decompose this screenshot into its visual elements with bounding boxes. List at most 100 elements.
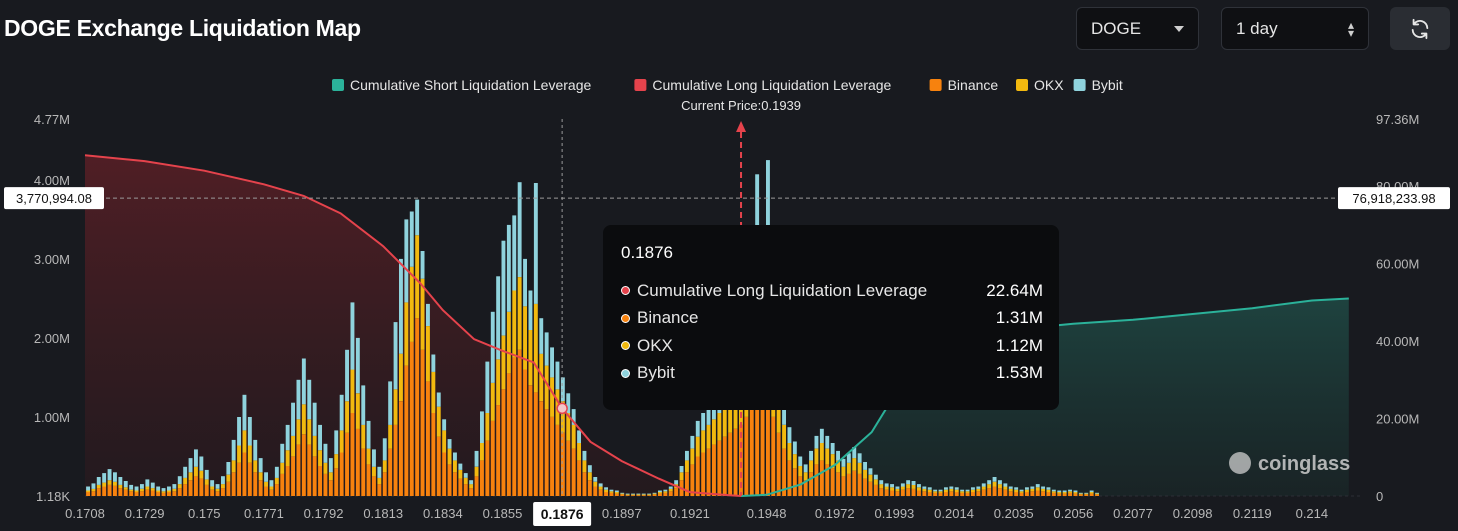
bar-bybit bbox=[415, 199, 420, 236]
bar-okx bbox=[987, 484, 992, 489]
bar-bybit bbox=[350, 302, 355, 370]
bar-binance bbox=[971, 492, 975, 496]
bar-binance bbox=[571, 448, 576, 496]
bar-okx bbox=[323, 462, 328, 474]
bar-okx bbox=[161, 491, 166, 493]
bar-bybit bbox=[852, 447, 857, 459]
bar-bybit bbox=[528, 290, 533, 330]
bar-bybit bbox=[555, 361, 560, 390]
bar-binance bbox=[566, 440, 571, 496]
x-axis-tick: 0.2014 bbox=[934, 506, 974, 521]
bar-bybit bbox=[922, 486, 927, 489]
bar-bybit bbox=[264, 472, 268, 482]
bar-binance bbox=[1030, 491, 1035, 496]
bar-binance bbox=[560, 432, 565, 496]
bar-bybit bbox=[156, 486, 161, 491]
bar-okx bbox=[1008, 488, 1013, 492]
crosshair-right-label-box bbox=[1338, 187, 1450, 210]
bar-okx bbox=[857, 462, 862, 474]
coin-select[interactable]: DOGE bbox=[1076, 7, 1199, 50]
legend-swatch bbox=[1073, 79, 1086, 91]
bar-bybit bbox=[204, 469, 209, 480]
long-cumulative-line bbox=[84, 154, 742, 497]
range-select[interactable]: 1 day ▴ ▾ bbox=[1221, 7, 1369, 50]
bar-binance bbox=[739, 424, 743, 496]
left-axis-tick: 3.00M bbox=[34, 252, 70, 267]
bar-binance bbox=[760, 393, 765, 496]
bar-binance bbox=[517, 349, 522, 496]
legend-label: Binance bbox=[948, 77, 999, 93]
bar-okx bbox=[690, 448, 695, 465]
bar-bybit bbox=[485, 361, 490, 413]
bar-bybit bbox=[366, 420, 371, 449]
bar-okx bbox=[1068, 491, 1072, 493]
bar-okx bbox=[544, 365, 549, 410]
bar-okx bbox=[927, 489, 932, 493]
crosshair-x-label-box bbox=[533, 502, 592, 526]
bar-bybit bbox=[830, 443, 835, 455]
bar-okx bbox=[1089, 492, 1094, 494]
bar-okx bbox=[949, 488, 954, 492]
bar-bybit bbox=[566, 393, 571, 414]
bar-bybit bbox=[960, 489, 965, 492]
bar-okx bbox=[150, 488, 155, 491]
bar-okx bbox=[911, 484, 916, 489]
legend-label: Cumulative Long Liquidation Leverage bbox=[652, 77, 891, 93]
bar-bybit bbox=[361, 385, 366, 425]
bar-okx bbox=[695, 436, 700, 457]
bar-okx bbox=[577, 443, 581, 461]
bar-bybit bbox=[809, 450, 813, 461]
bar-okx bbox=[480, 443, 484, 461]
bar-okx bbox=[809, 460, 813, 473]
bar-okx bbox=[1003, 486, 1008, 490]
page-title: DOGE Exchange Liquidation Map bbox=[4, 15, 361, 41]
bar-okx bbox=[830, 454, 835, 469]
bar-okx bbox=[566, 413, 571, 441]
bar-okx bbox=[447, 448, 452, 465]
bar-okx bbox=[825, 448, 830, 465]
bar-bybit bbox=[933, 489, 938, 492]
x-axis-tick: 0.1729 bbox=[125, 506, 165, 521]
bar-binance bbox=[900, 489, 905, 496]
bar-binance bbox=[145, 489, 150, 496]
bar-binance bbox=[1068, 492, 1072, 496]
current-price-arrow-icon bbox=[736, 121, 747, 132]
bar-binance bbox=[598, 489, 603, 496]
bar-bybit bbox=[1062, 490, 1067, 493]
x-axis-tick: 0.2056 bbox=[1053, 506, 1093, 521]
bar-bybit bbox=[846, 453, 851, 463]
bar-okx bbox=[258, 472, 263, 481]
bar-binance bbox=[933, 492, 938, 496]
refresh-button[interactable] bbox=[1390, 7, 1450, 50]
bar-okx bbox=[102, 482, 107, 487]
bar-binance bbox=[377, 484, 382, 496]
bar-bybit bbox=[1084, 492, 1089, 494]
bar-okx bbox=[366, 448, 371, 465]
bar-okx bbox=[1041, 488, 1045, 492]
bar-binance bbox=[944, 492, 948, 496]
bar-binance bbox=[776, 432, 781, 496]
bar-okx bbox=[204, 479, 209, 485]
bar-okx bbox=[458, 469, 463, 479]
bar-bybit bbox=[976, 486, 981, 489]
bar-bybit bbox=[221, 476, 225, 485]
left-axis-tick: 1.00M bbox=[34, 410, 70, 425]
bar-bybit bbox=[291, 402, 295, 436]
bar-bybit bbox=[506, 224, 511, 312]
bar-binance bbox=[366, 464, 371, 496]
bar-bybit bbox=[199, 456, 204, 471]
bar-bybit bbox=[1089, 490, 1094, 493]
x-axis-tick: 0.1948 bbox=[747, 506, 787, 521]
bar-bybit bbox=[1041, 486, 1045, 489]
bar-bybit bbox=[987, 480, 992, 485]
bar-binance bbox=[485, 440, 490, 496]
bar-binance bbox=[447, 464, 452, 496]
bar-okx bbox=[663, 491, 668, 493]
bar-okx bbox=[1078, 493, 1083, 495]
bar-bybit bbox=[129, 484, 134, 490]
bar-okx bbox=[312, 435, 317, 457]
bar-okx bbox=[517, 277, 522, 350]
bar-binance bbox=[194, 476, 198, 496]
bar-okx bbox=[960, 491, 965, 493]
bar-bybit bbox=[1030, 486, 1035, 489]
